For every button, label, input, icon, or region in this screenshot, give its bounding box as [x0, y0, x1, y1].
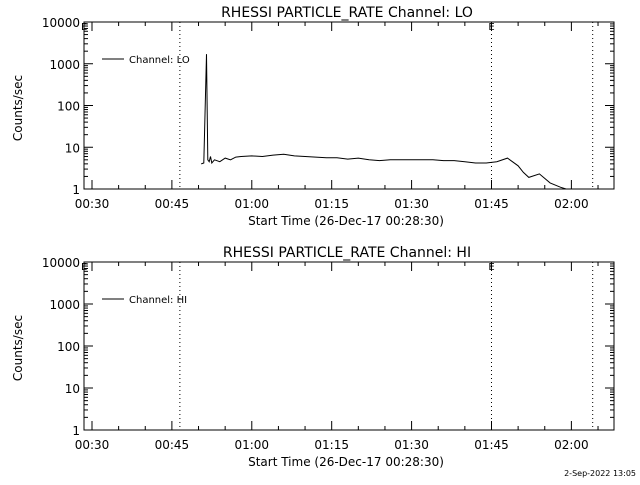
y-axis-label: Counts/sec	[11, 315, 25, 381]
x-tick-label: 01:00	[234, 197, 269, 211]
y-tick-label: 1	[72, 183, 80, 197]
x-tick-label: 00:30	[75, 197, 110, 211]
y-tick-label: 100	[57, 340, 80, 354]
y-axis-label: Counts/sec	[11, 75, 25, 141]
series-line	[201, 54, 571, 189]
y-tick-label: 10	[65, 141, 80, 155]
legend-label: Channel: LO	[129, 55, 190, 66]
plot-frame	[84, 22, 614, 189]
x-axis-label: Start Time (26-Dec-17 00:28:30)	[248, 455, 444, 469]
legend-label: Channel: HI	[129, 295, 187, 306]
y-tick-label: 10	[65, 382, 80, 396]
x-tick-label: 00:45	[155, 438, 190, 452]
x-tick-label: 01:30	[394, 438, 429, 452]
y-tick-label: 1000	[49, 58, 80, 72]
panel-channel-hi: RHESSI PARTICLE_RATE Channel: HI Start T…	[11, 245, 614, 469]
y-tick-label: 10000	[42, 256, 80, 270]
y-tick-label: 100	[57, 100, 80, 114]
x-tick-label: 00:30	[75, 438, 110, 452]
x-tick-label: 00:45	[155, 197, 190, 211]
plot-frame	[84, 262, 614, 430]
x-tick-label: 01:45	[474, 197, 509, 211]
x-tick-label: 01:00	[234, 438, 269, 452]
x-axis-label: Start Time (26-Dec-17 00:28:30)	[248, 214, 444, 228]
time-marker-label: E	[488, 262, 494, 273]
y-tick-label: 1	[72, 424, 80, 438]
chart-title: RHESSI PARTICLE_RATE Channel: HI	[223, 245, 471, 261]
footer-timestamp: 2-Sep-2022 13:05	[564, 469, 636, 478]
panel-channel-lo: RHESSI PARTICLE_RATE Channel: LO Start T…	[11, 5, 614, 228]
x-tick-label: 01:30	[394, 197, 429, 211]
x-tick-label: 01:15	[314, 197, 349, 211]
y-tick-label: 10000	[42, 16, 80, 30]
time-marker-label: E	[488, 22, 494, 33]
x-tick-label: 01:45	[474, 438, 509, 452]
x-tick-label: 02:00	[554, 438, 589, 452]
chart-title: RHESSI PARTICLE_RATE Channel: LO	[221, 5, 473, 21]
x-tick-label: 02:00	[554, 197, 589, 211]
x-tick-label: 01:15	[314, 438, 349, 452]
y-tick-label: 1000	[49, 298, 80, 312]
